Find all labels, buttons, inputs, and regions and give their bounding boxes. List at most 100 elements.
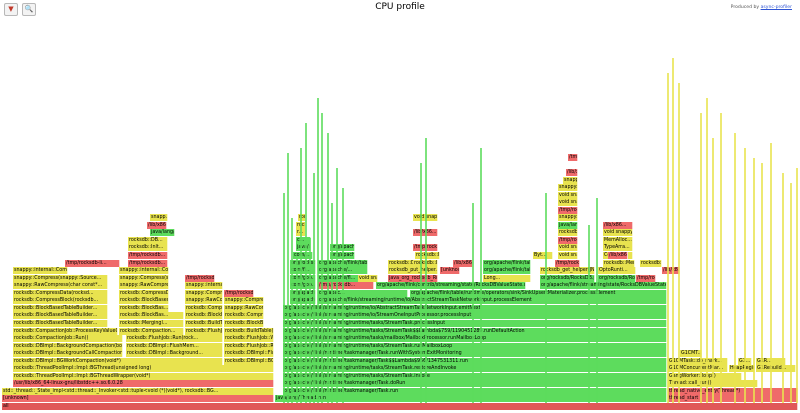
flame-frame[interactable]: void snappy... [558,252,578,259]
flame-frame[interactable]: rocksdb::DBImpl::FlushMem... [126,343,223,350]
flame-frame[interactable]: snappy::internal::CompressFr... [13,267,68,274]
flame-frame[interactable]: org/apache/flink/runtime/taskmanager/Tas… [283,358,667,365]
flame-frame[interactable]: rocksdb::BlockBasedTable... [119,297,169,304]
flame-frame[interactable]: snapp... [150,214,168,221]
flame-frame[interactable]: rocksdb::BlockBasedTable... [224,320,264,327]
flame-frame[interactable]: rocksdb::CompactionJob::ProcessKeyValueC… [13,328,118,335]
flame-frame[interactable]: void snappy... [558,244,578,251]
flame-frame[interactable]: /lib/x86... [566,169,578,176]
flame-frame[interactable]: rocksdb::CompressBlock(rocksdb... [13,297,108,304]
flame-frame[interactable]: org/apache/flink/table/runtime/operators… [410,290,667,297]
flame-frame[interactable]: java_org_rocksdb_RocksDB_g... [388,275,438,282]
flame-frame[interactable]: rocksdb::Mergingl... [119,320,184,327]
flame-frame[interactable]: snappy::internal::Compres... [185,282,223,289]
flame-frame[interactable]: org/apache/... [290,290,316,297]
flame-frame[interactable]: /lib/x86... [453,260,473,267]
flame-frame[interactable]: TypeArra... [603,244,633,251]
flame-frame[interactable]: rocksdb_put_helper... [388,267,438,274]
flame-frame[interactable]: rocksdb::FlushJob::WriteLev... [185,328,223,335]
flame-frame[interactable]: /lib/x86... [608,252,628,259]
flame-frame[interactable]: org/rocksdb/RocksDB.get [290,260,316,267]
flame-frame[interactable]: thread_start [668,395,798,402]
flame-frame[interactable]: G1CMTask::do_mark... [668,358,728,365]
flame-frame[interactable]: snappy::... [558,214,578,221]
flame-frame[interactable]: void snappy... [558,192,578,199]
flame-frame[interactable]: thread_native_entry(Thread*) [668,388,798,395]
flame-frame[interactable]: rocksdb_get_helper(JNIEnv... [540,267,595,274]
flame-frame[interactable]: void snappy... [558,199,578,206]
flame-frame[interactable]: rocksdb::FlushJob::Run(rock... [224,343,274,350]
flame-frame[interactable]: snappy::Compress(snappy::... [224,297,264,304]
flame-frame[interactable]: org/apache/flink/contrib/streaming/state… [376,282,526,289]
flame-frame[interactable]: snappy::Compress(snappy::Source... [13,275,108,282]
flame-frame[interactable]: org/apache/flink/streaming/runtime/tasks… [283,365,667,372]
flame-frame[interactable]: rocksdb::Compaction... [119,328,184,335]
flame-frame[interactable]: java/lang/... [558,222,578,229]
flame-frame[interactable]: org/apache/flink/tab... [483,267,531,274]
flame-frame[interactable]: Byt... [533,252,553,259]
flame-frame[interactable]: rocksdb::CompressData(rocksd... [185,305,223,312]
flame-frame[interactable]: snappy::... [563,177,578,184]
flame-frame[interactable]: org/rocksdb/RocksDB.put [540,275,595,282]
flame-frame[interactable]: /tmp/rocksdb... [185,275,215,282]
flame-frame[interactable]: rocksdb::ThreadPoolImpl::Impl::BGThread(… [13,365,274,372]
flame-frame[interactable]: [unknown] [440,267,460,274]
flame-frame[interactable]: snappy::Compress(snappy::... [185,290,223,297]
flame-frame[interactable]: GangWorker::loop() [668,373,742,380]
flame-frame[interactable]: G1CMT... [680,350,702,357]
flame-frame[interactable]: /lib/x86... [147,222,167,229]
flame-frame[interactable]: org/apache/flink/streaming/runtime/tasks… [283,320,667,327]
flame-frame[interactable]: java/lang/Thread.run [275,395,667,402]
flame-frame[interactable]: rocksdb::Mem... [640,260,662,267]
flame-frame[interactable]: snappy::... [558,184,578,191]
flame-frame[interactable]: G1CMConcurrentMar... [668,365,728,372]
flame-frame[interactable]: rocksdb::DBImpl::BGWorkCompaction(void*) [13,358,223,365]
flame-frame[interactable]: rocksdb::DBImpl... [415,252,440,259]
flame-frame[interactable]: org/apache/flink/streaming/runtime/tasks… [290,297,316,304]
flame-frame[interactable]: org/apache/flink/streaming/runtime/tasks… [283,343,667,350]
flame-frame[interactable]: /usr/lib/x86_64-linux-gnu/libstdc++.so.6… [13,380,274,387]
flame-frame[interactable]: com/goo... [290,275,316,282]
flame-frame[interactable]: rocksdb::DB... [128,237,168,244]
flame-frame[interactable]: snappy::internal::Compres... [119,267,169,274]
flame-frame[interactable]: snappy::RawCompress(char const*... [13,282,108,289]
flame-frame[interactable]: rocksdb::CompressData(rocksd... [224,312,264,319]
flame-frame[interactable]: void snappy... [358,275,378,282]
flame-frame[interactable]: org/rocksdb/RocksDB.get [598,275,636,282]
flame-frame[interactable]: snappy::RawCompress(char... [185,297,223,304]
flame-frame[interactable]: Long... [483,275,531,282]
flame-frame[interactable]: /tmp/rocksdb... [555,260,580,267]
flame-frame[interactable]: rocksdb::CompactionJob::Run() [13,335,123,342]
flame-frame[interactable]: /tmp/rocksdb... [128,260,168,267]
flame-frame[interactable]: rocksdb::FlushJob::Run(rock... [126,335,223,342]
search-icon[interactable]: 🔍 [22,3,36,16]
flame-frame[interactable]: rocksdb::BlockBasedTable... [185,312,223,319]
flame-frame[interactable]: rocksdb::CompressData(rocksd... [119,290,169,297]
flame-frame[interactable]: rocksdb::DBImpl::FlushMem... [224,350,274,357]
flame-frame[interactable]: org/apache/flink/streaming/state/RocksDB… [540,282,667,289]
flame-frame[interactable]: /tmp/rocksdb-li... [65,260,120,267]
flame-frame[interactable]: HeapRegio... [729,365,755,372]
flame-frame[interactable]: [unknown] [2,395,274,402]
flame-frame[interactable]: rocksdb::Inlt... [128,244,168,251]
flame-frame[interactable]: com/goo... [290,282,316,289]
flame-frame[interactable]: java/lang/... [150,229,175,236]
flame-frame[interactable]: rocksdb::DBImpl::BackgroundCompaction(bo… [13,343,123,350]
flame-frame[interactable]: /tmp/rocksdb... [224,290,254,297]
flame-frame[interactable]: org/apache/flink/streaming/runtime/tasks… [283,328,667,335]
flame-frame[interactable]: /tmp/rocksdb... [128,252,168,259]
flame-frame[interactable]: rocksdb::BlockBasedTableBuilder... [13,305,108,312]
flame-frame[interactable]: rocksdb::BlockBas... [119,312,184,319]
flame-frame[interactable]: rocksdb::BuildTable(std::str... [224,328,274,335]
flame-frame[interactable]: OptoRunti... [598,267,636,274]
reverse-icon[interactable]: ▼ [4,3,18,16]
flame-frame[interactable]: /tmp/rocksdb... [558,237,578,244]
flame-frame[interactable]: /lib/x86... [603,222,633,229]
flame-frame[interactable]: snappy::RawCompress(char... [224,305,264,312]
flame-frame[interactable]: std::_thread::_State_impl<std::thread::_… [2,388,274,395]
flame-frame[interactable]: /tmp/rocksdb-l... [558,207,578,214]
flame-frame[interactable]: org/apache/flink/tab... [483,260,531,267]
async-profiler-link[interactable]: async-profiler [760,5,792,10]
flame-frame[interactable]: rocksdb::FlushJob::WriteLev... [224,335,274,342]
flame-frame[interactable]: rocksdb::BlockBasedTableBuilder... [13,312,108,319]
